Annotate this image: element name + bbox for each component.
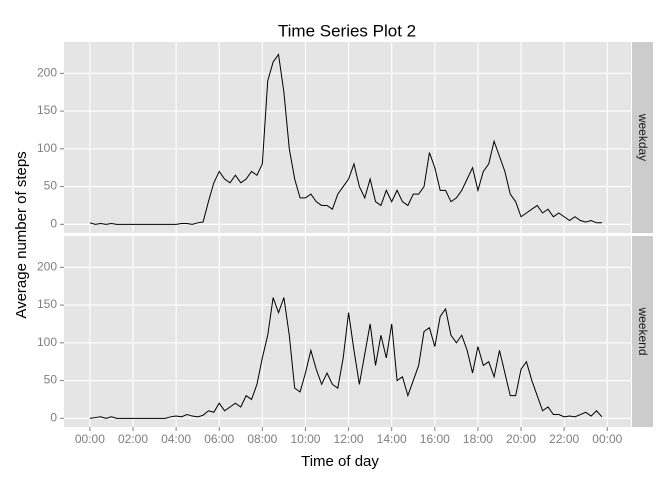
- x-tick-label: 00:00: [592, 432, 622, 446]
- x-tick-label: 02:00: [118, 432, 148, 446]
- y-tick-label: 100: [37, 141, 57, 155]
- x-tick-label: 04:00: [161, 432, 191, 446]
- panel-background: [64, 42, 631, 233]
- y-tick-label: 50: [44, 179, 58, 193]
- y-tick-label: 0: [50, 216, 57, 230]
- x-tick-label: 22:00: [549, 432, 579, 446]
- y-tick-label: 150: [37, 297, 57, 311]
- x-tick-label: 06:00: [204, 432, 234, 446]
- x-tick-label: 00:00: [75, 432, 105, 446]
- strip-label: weekend: [636, 306, 650, 355]
- strip-background: [632, 236, 653, 427]
- y-tick-label: 100: [37, 335, 57, 349]
- x-tick-label: 14:00: [377, 432, 407, 446]
- series-line: [89, 53, 602, 225]
- series-line: [89, 297, 603, 419]
- x-tick-label: 18:00: [463, 432, 493, 446]
- chart-title: Time Series Plot 2: [278, 21, 416, 40]
- strip-background: [632, 42, 653, 233]
- x-axis-label: Time of day: [301, 453, 379, 470]
- y-tick-label: 150: [37, 103, 57, 117]
- x-tick-label: 10:00: [290, 432, 320, 446]
- y-tick-label: 200: [37, 66, 57, 80]
- y-tick-label: 50: [44, 373, 58, 387]
- x-tick-label: 20:00: [506, 432, 536, 446]
- strip-label: weekday: [636, 113, 650, 161]
- x-tick-label: 16:00: [420, 432, 450, 446]
- x-tick-label: 12:00: [334, 432, 364, 446]
- y-tick-label: 200: [37, 260, 57, 274]
- panel-background: [64, 236, 631, 427]
- y-axis-label: Average number of steps: [13, 151, 30, 318]
- y-tick-label: 0: [50, 410, 57, 424]
- x-tick-label: 08:00: [247, 432, 277, 446]
